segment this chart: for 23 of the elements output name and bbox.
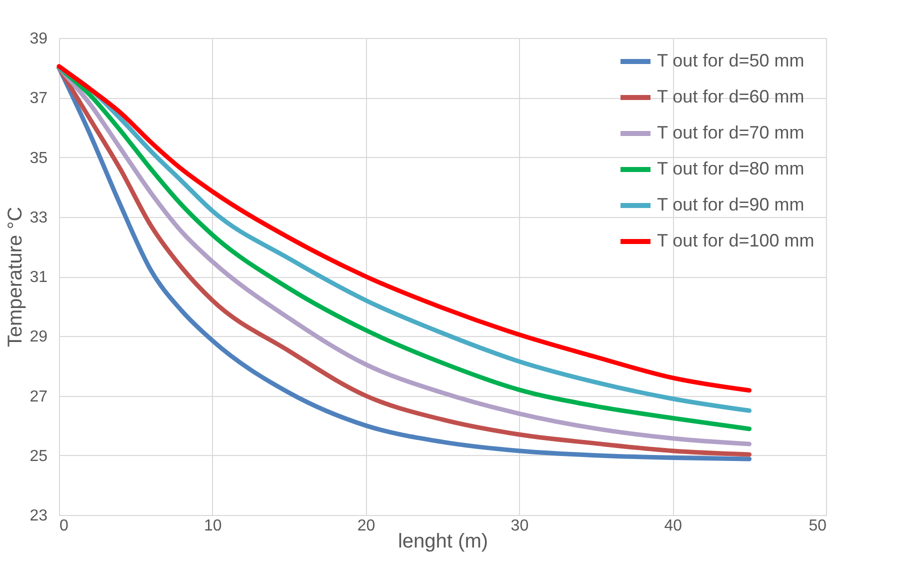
x-tick-label: 50 xyxy=(808,518,827,534)
x-tick-label: 10 xyxy=(204,518,222,534)
y-tick-label: 25 xyxy=(30,448,48,465)
y-tick-label: 35 xyxy=(30,150,48,167)
y-tick-label: 33 xyxy=(30,209,48,226)
y-axis-title: Temperature °C xyxy=(4,206,27,348)
y-tick-label: 29 xyxy=(30,328,48,346)
legend-label: T out for d=80 mm xyxy=(657,158,804,178)
legend-label: T out for d=60 mm xyxy=(657,86,804,106)
legend-label: T out for d=90 mm xyxy=(657,194,804,214)
y-tick-label: 37 xyxy=(30,90,48,108)
y-tick-label: 31 xyxy=(30,269,48,286)
x-tick-label: 20 xyxy=(357,518,376,534)
y-tick-label: 39 xyxy=(30,30,48,48)
legend-label: T out for d=70 mm xyxy=(657,122,804,142)
x-tick-label: 40 xyxy=(664,518,682,534)
y-tick-label: 27 xyxy=(30,388,48,406)
legend-label: T out for d=100 mm xyxy=(657,230,814,250)
y-tick-label: 23 xyxy=(30,508,48,524)
legend-label: T out for d=50 mm xyxy=(657,50,804,70)
x-tick-label: 30 xyxy=(510,518,529,534)
x-tick-label: 0 xyxy=(60,518,68,534)
x-axis-title: lenght (m) xyxy=(398,530,488,552)
